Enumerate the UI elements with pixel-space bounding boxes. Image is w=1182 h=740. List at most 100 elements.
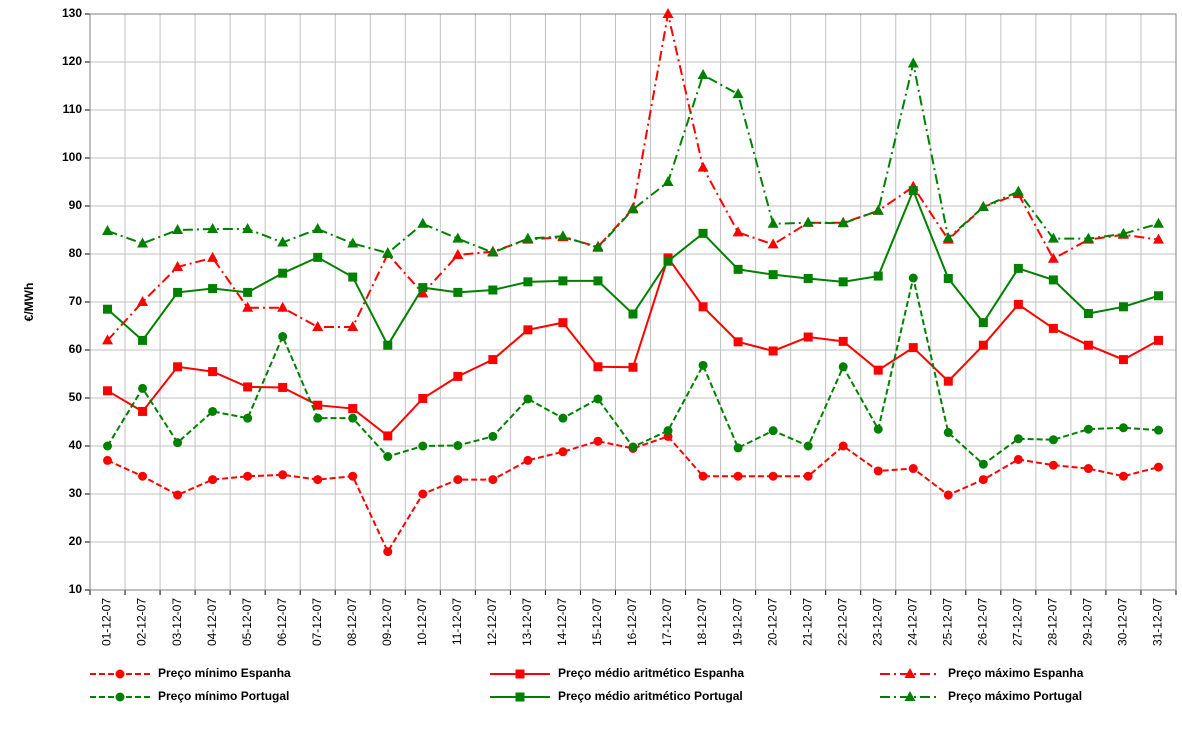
data-point bbox=[1012, 185, 1024, 196]
data-point bbox=[313, 400, 323, 410]
data-point bbox=[1152, 233, 1164, 244]
data-point bbox=[733, 264, 743, 274]
x-tick-label: 11-12-07 bbox=[450, 598, 464, 645]
data-point bbox=[628, 309, 638, 319]
y-tick-label: 40 bbox=[69, 438, 83, 452]
data-point bbox=[1047, 252, 1059, 263]
data-point bbox=[103, 441, 113, 451]
data-point bbox=[1013, 299, 1023, 309]
data-point bbox=[453, 371, 463, 381]
x-tick-label: 22-12-07 bbox=[835, 598, 849, 646]
legend-label: Preço máximo Portugal bbox=[948, 689, 1082, 703]
data-point bbox=[1153, 462, 1163, 472]
data-point bbox=[908, 343, 918, 353]
data-point bbox=[1083, 464, 1093, 474]
legend-marker bbox=[115, 692, 125, 702]
data-point bbox=[207, 251, 219, 262]
x-tick-label: 31-12-07 bbox=[1151, 598, 1165, 646]
data-point bbox=[278, 470, 288, 480]
data-point bbox=[1013, 434, 1023, 444]
data-point bbox=[488, 355, 498, 365]
x-tick-label: 07-12-07 bbox=[310, 598, 324, 646]
data-point bbox=[137, 237, 149, 248]
data-point bbox=[453, 441, 463, 451]
data-point bbox=[418, 283, 428, 293]
data-point bbox=[767, 238, 779, 249]
data-point bbox=[103, 455, 113, 465]
data-point bbox=[487, 246, 499, 257]
data-point bbox=[488, 285, 498, 295]
data-point bbox=[1083, 424, 1093, 434]
data-point bbox=[243, 413, 253, 423]
data-point bbox=[803, 471, 813, 481]
legend-label: Preço médio aritmético Portugal bbox=[558, 689, 743, 703]
data-point bbox=[418, 489, 428, 499]
legend-marker bbox=[904, 668, 916, 678]
data-point bbox=[277, 301, 289, 312]
y-tick-label: 90 bbox=[69, 198, 83, 212]
data-point bbox=[873, 271, 883, 281]
data-point bbox=[207, 223, 219, 234]
x-tick-label: 16-12-07 bbox=[625, 598, 639, 646]
data-point bbox=[137, 296, 149, 306]
data-point bbox=[313, 413, 323, 423]
data-point bbox=[592, 241, 604, 252]
data-point bbox=[767, 217, 779, 228]
data-point bbox=[417, 287, 429, 298]
data-point bbox=[593, 362, 603, 372]
data-point bbox=[557, 230, 569, 241]
data-point bbox=[1118, 302, 1128, 312]
x-tick-label: 23-12-07 bbox=[870, 598, 884, 646]
data-point bbox=[732, 226, 744, 237]
x-tick-label: 12-12-07 bbox=[485, 598, 499, 646]
x-tick-label: 17-12-07 bbox=[660, 598, 674, 646]
data-point bbox=[628, 442, 638, 452]
data-point bbox=[418, 393, 428, 403]
data-point bbox=[698, 302, 708, 312]
data-point bbox=[1118, 423, 1128, 433]
data-point bbox=[733, 471, 743, 481]
data-point bbox=[313, 252, 323, 262]
data-point bbox=[662, 8, 674, 18]
data-point bbox=[978, 318, 988, 328]
data-point bbox=[768, 270, 778, 280]
plot-frame bbox=[89, 13, 1177, 591]
data-point bbox=[242, 301, 254, 312]
data-point bbox=[208, 367, 218, 377]
y-tick-label: 30 bbox=[69, 486, 83, 500]
data-point bbox=[103, 304, 113, 314]
data-point bbox=[348, 413, 358, 423]
data-point bbox=[383, 431, 393, 441]
legend-marker bbox=[115, 669, 125, 679]
data-point bbox=[943, 428, 953, 438]
x-tick-label: 06-12-07 bbox=[275, 598, 289, 646]
data-point bbox=[908, 186, 918, 196]
data-point bbox=[453, 475, 463, 485]
x-tick-label: 04-12-07 bbox=[205, 598, 219, 646]
x-tick-label: 18-12-07 bbox=[695, 598, 709, 646]
data-point bbox=[172, 260, 184, 271]
data-point bbox=[103, 386, 113, 396]
data-point bbox=[697, 68, 709, 79]
data-point bbox=[733, 337, 743, 347]
data-point bbox=[348, 471, 358, 481]
y-tick-label: 130 bbox=[62, 6, 82, 20]
x-tick-label: 27-12-07 bbox=[1011, 598, 1025, 646]
data-point bbox=[838, 441, 848, 451]
x-tick-label: 01-12-07 bbox=[100, 598, 114, 646]
data-point bbox=[837, 217, 849, 228]
x-tick-label: 28-12-07 bbox=[1046, 598, 1060, 646]
data-point bbox=[347, 320, 359, 331]
data-point bbox=[138, 471, 148, 481]
data-point bbox=[208, 284, 218, 294]
x-tick-label: 08-12-07 bbox=[345, 598, 359, 646]
data-point bbox=[1118, 355, 1128, 365]
legend-label: Preço mínimo Espanha bbox=[158, 666, 291, 680]
data-point bbox=[803, 441, 813, 451]
x-tick-label: 05-12-07 bbox=[240, 598, 254, 646]
data-point bbox=[1082, 232, 1094, 243]
data-point bbox=[382, 247, 394, 258]
data-point bbox=[243, 471, 253, 481]
x-tick-label: 14-12-07 bbox=[555, 598, 569, 646]
data-point bbox=[873, 365, 883, 375]
